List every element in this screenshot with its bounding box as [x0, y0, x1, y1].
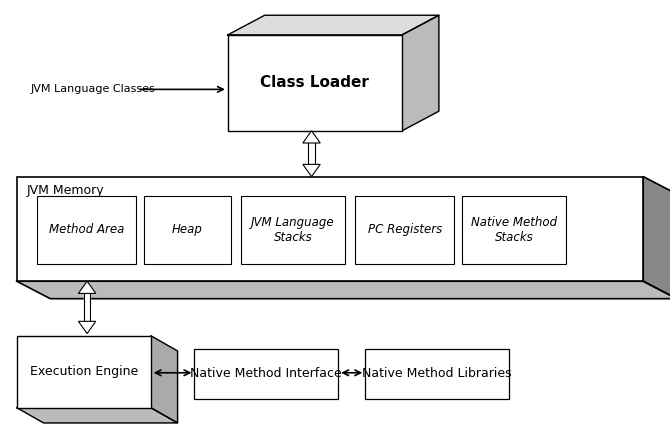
- Polygon shape: [228, 15, 439, 35]
- Text: Native Method Interface: Native Method Interface: [190, 368, 342, 380]
- Text: Execution Engine: Execution Engine: [29, 365, 138, 378]
- Bar: [144, 196, 231, 264]
- Text: Method Area: Method Area: [49, 224, 124, 236]
- Bar: [241, 196, 345, 264]
- Polygon shape: [308, 143, 315, 164]
- Polygon shape: [303, 131, 320, 143]
- Text: Native Method Libraries: Native Method Libraries: [362, 368, 512, 380]
- Text: Class Loader: Class Loader: [261, 75, 369, 90]
- Bar: [17, 177, 643, 281]
- Bar: [355, 196, 454, 264]
- Polygon shape: [151, 336, 178, 423]
- Polygon shape: [402, 15, 439, 131]
- Polygon shape: [84, 293, 90, 321]
- Polygon shape: [303, 164, 320, 177]
- Text: Heap: Heap: [172, 224, 203, 236]
- Bar: [462, 196, 566, 264]
- Text: JVM Language Classes: JVM Language Classes: [30, 85, 155, 94]
- Polygon shape: [78, 281, 96, 293]
- Text: JVM Memory: JVM Memory: [27, 184, 105, 198]
- Bar: [365, 349, 509, 399]
- Polygon shape: [17, 408, 178, 423]
- Polygon shape: [643, 177, 670, 299]
- Text: Native Method
Stacks: Native Method Stacks: [471, 216, 557, 244]
- Bar: [37, 196, 136, 264]
- Text: PC Registers: PC Registers: [368, 224, 442, 236]
- Polygon shape: [17, 281, 670, 299]
- Bar: [194, 349, 338, 399]
- Bar: [228, 35, 402, 131]
- Text: JVM Language
Stacks: JVM Language Stacks: [251, 216, 335, 244]
- Polygon shape: [78, 321, 96, 334]
- Bar: [17, 336, 151, 408]
